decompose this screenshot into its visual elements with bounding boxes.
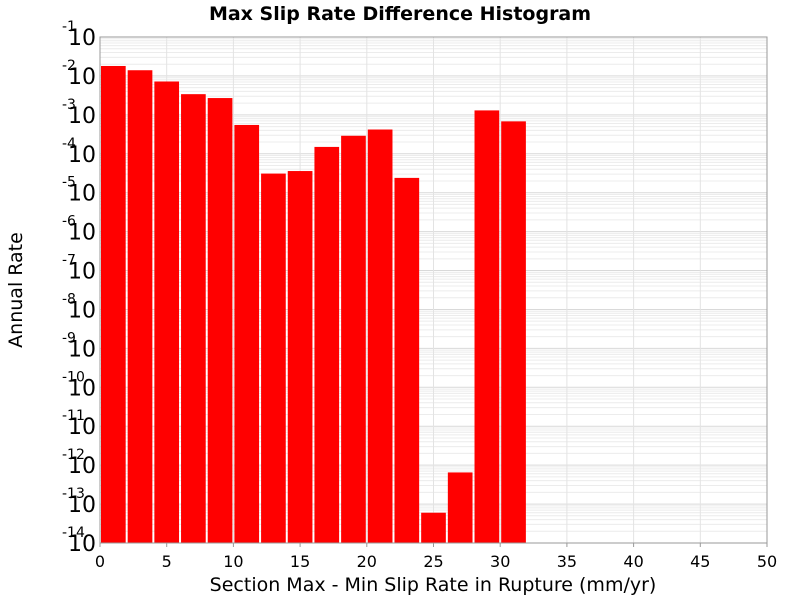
histogram-bar [101, 65, 126, 543]
x-tick-label: 45 [690, 552, 710, 571]
histogram-bar [501, 121, 526, 544]
histogram-bar [181, 94, 206, 543]
y-tick-exponent: -7 [62, 253, 76, 269]
x-axis-label: Section Max - Min Slip Rate in Rupture (… [210, 574, 657, 596]
y-axis-label: Annual Rate [5, 232, 27, 348]
x-tick-label: 35 [557, 552, 577, 571]
x-tick-label: 15 [290, 552, 310, 571]
histogram-bar [207, 98, 233, 543]
plot-area [99, 36, 768, 544]
x-tick-label: 10 [223, 552, 243, 571]
y-tick-exponent: -12 [62, 447, 85, 463]
y-tick-label: 10 [68, 532, 96, 557]
histogram-bar [154, 81, 180, 543]
y-tick-exponent: -13 [62, 486, 85, 502]
y-tick-label: 10 [68, 143, 96, 168]
y-tick-label: 10 [68, 493, 96, 518]
histogram-bar [421, 512, 446, 543]
chart-title: Max Slip Rate Difference Histogram [209, 3, 591, 25]
histogram-bar [341, 135, 366, 543]
y-tick-exponent: -6 [62, 214, 76, 230]
y-tick-exponent: -3 [62, 97, 76, 113]
x-tick-label: 30 [490, 552, 510, 571]
x-tick-label: 25 [423, 552, 443, 571]
histogram-bar [261, 173, 286, 543]
histogram-bar [287, 171, 313, 543]
y-tick-label: 10 [68, 260, 96, 285]
y-tick-exponent: -14 [62, 525, 85, 541]
y-tick-exponent: -4 [62, 136, 76, 152]
histogram-bar [474, 110, 500, 543]
y-tick-label: 10 [68, 221, 96, 246]
histogram-bar [234, 124, 260, 544]
histogram-bar [394, 177, 420, 543]
y-tick-label: 10 [68, 104, 96, 129]
y-tick-exponent: -2 [62, 58, 76, 74]
y-tick-exponent: -5 [62, 175, 76, 191]
x-tick-label: 20 [357, 552, 377, 571]
y-tick-exponent: -9 [62, 330, 76, 346]
y-tick-label: 10 [68, 182, 96, 207]
histogram-bar [367, 129, 393, 544]
bars [101, 65, 526, 544]
histogram-bar [127, 70, 153, 543]
y-tick-label: 10 [68, 376, 96, 401]
y-tick-label: 10 [68, 415, 96, 440]
y-tick-exponent: -10 [62, 369, 85, 385]
x-tick-label: 50 [757, 552, 777, 571]
y-tick-exponent: -8 [62, 291, 76, 307]
x-tick-label: 40 [623, 552, 643, 571]
x-tick-label: 5 [162, 552, 172, 571]
histogram-bar [447, 472, 473, 543]
y-tick-label: 10 [68, 26, 96, 51]
y-tick-exponent: -11 [62, 408, 85, 424]
y-axis-ticks: 10-1410-1310-1210-1110-1010-910-810-710-… [62, 19, 96, 557]
y-tick-label: 10 [68, 454, 96, 479]
y-tick-label: 10 [68, 337, 96, 362]
x-tick-label: 0 [95, 552, 105, 571]
y-tick-label: 10 [68, 65, 96, 90]
y-tick-label: 10 [68, 298, 96, 323]
x-axis-ticks: 0 5 10 15 20 25 30 35 40 45 50 [95, 543, 777, 571]
histogram-bar [314, 146, 340, 543]
y-tick-exponent: -1 [62, 19, 76, 35]
